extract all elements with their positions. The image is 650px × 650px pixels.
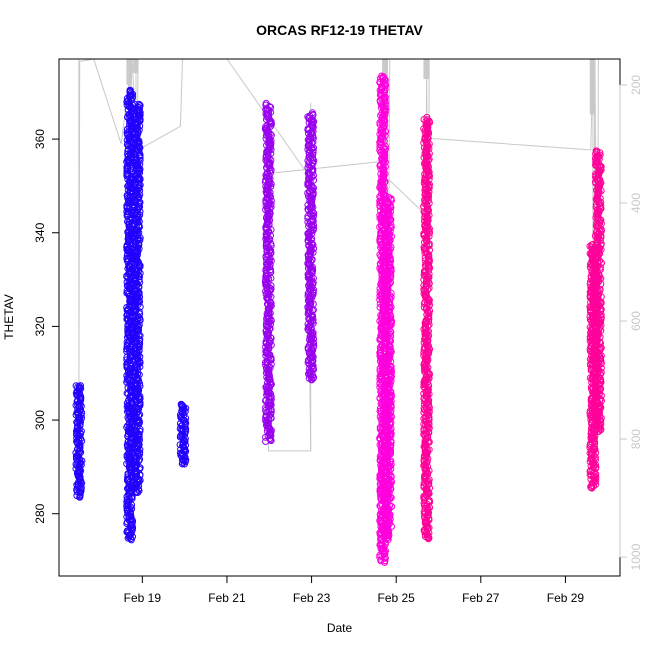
data-point — [379, 74, 387, 82]
data-point — [72, 449, 80, 457]
data-point — [421, 190, 429, 197]
data-point — [425, 175, 433, 183]
data-point — [135, 100, 143, 108]
data-point — [592, 456, 599, 464]
pressure-trace — [78, 58, 183, 392]
data-point — [135, 276, 143, 284]
x-tick-label: Feb 29 — [547, 591, 585, 605]
data-point — [127, 524, 135, 532]
data-point — [308, 109, 316, 117]
data-point — [383, 409, 391, 417]
data-points-layer — [72, 72, 605, 566]
data-point — [263, 124, 271, 132]
data-point — [75, 437, 83, 444]
data-point — [423, 113, 431, 121]
data-point — [72, 382, 80, 390]
data-point — [593, 312, 601, 320]
data-point — [124, 485, 131, 493]
data-point — [384, 203, 392, 211]
data-point — [262, 206, 270, 214]
x-tick-label: Feb 21 — [208, 591, 246, 605]
data-point — [307, 331, 315, 339]
x-tick-label: Feb 23 — [293, 591, 331, 605]
y-axis: 280 300 320 340 360 — [33, 129, 60, 524]
data-point — [262, 123, 270, 131]
y-tick-label: 360 — [33, 129, 47, 149]
data-point — [597, 259, 605, 267]
data-point — [262, 99, 270, 107]
x-tick-label: Feb 27 — [462, 591, 500, 605]
data-point — [75, 383, 83, 391]
data-point — [309, 241, 317, 249]
data-point — [421, 439, 429, 447]
data-point — [263, 260, 271, 268]
pressure-trace — [226, 58, 380, 452]
data-point — [136, 101, 144, 109]
data-point — [385, 193, 393, 201]
data-point — [267, 203, 275, 211]
right-axis-tick-label: 400 — [629, 193, 643, 213]
data-point — [177, 400, 185, 408]
y-tick-label: 340 — [33, 222, 47, 242]
data-point — [182, 414, 190, 422]
data-point — [131, 462, 139, 470]
y-tick-label: 280 — [33, 503, 47, 523]
right-axis: 200 400 600 800 1000 — [619, 75, 643, 570]
data-point — [593, 208, 601, 216]
data-point — [420, 383, 428, 391]
data-point — [593, 147, 601, 155]
data-point — [376, 551, 384, 559]
data-point — [134, 105, 142, 113]
data-point — [77, 382, 84, 390]
data-point — [136, 293, 144, 301]
data-point — [422, 156, 430, 164]
data-point — [304, 164, 312, 172]
data-point — [425, 199, 433, 207]
x-axis-label: Date — [327, 621, 353, 635]
chart-title: ORCAS RF12-19 THETAV — [256, 22, 423, 38]
data-point — [265, 313, 273, 321]
data-point — [425, 480, 433, 488]
y-axis-label: THETAV — [2, 294, 16, 340]
data-point — [378, 72, 386, 80]
data-point — [131, 100, 139, 108]
data-point — [263, 186, 271, 194]
data-point — [131, 206, 139, 214]
data-point — [421, 444, 429, 452]
y-tick-label: 320 — [33, 316, 47, 336]
data-point — [126, 86, 134, 94]
data-point — [386, 370, 394, 378]
x-axis: Feb 19 Feb 21 Feb 23 Feb 25 Feb 27 Feb 29 — [124, 575, 585, 605]
data-point — [597, 240, 605, 248]
right-axis-tick-label: 1000 — [629, 543, 643, 570]
data-point — [309, 153, 316, 161]
data-point — [382, 371, 390, 379]
data-point — [130, 105, 138, 113]
data-point — [376, 97, 384, 104]
data-point — [123, 170, 131, 177]
right-axis-tick-label: 600 — [629, 311, 643, 331]
x-tick-label: Feb 25 — [378, 591, 416, 605]
data-point — [422, 117, 430, 125]
x-tick-label: Feb 19 — [124, 591, 162, 605]
data-point — [384, 479, 391, 487]
data-point — [588, 484, 596, 492]
data-point — [597, 364, 605, 372]
data-point — [381, 102, 389, 110]
data-point — [424, 128, 432, 136]
data-point — [74, 401, 82, 409]
data-point — [424, 277, 432, 285]
right-axis-tick-label: 200 — [629, 75, 643, 95]
y-tick-label: 300 — [33, 410, 47, 430]
data-point — [377, 165, 385, 173]
right-axis-tick-label: 800 — [629, 429, 643, 449]
